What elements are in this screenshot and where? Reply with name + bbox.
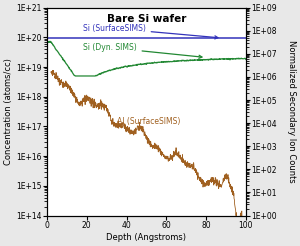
Text: Bare Si wafer: Bare Si wafer (107, 14, 186, 24)
Text: Si (Dyn. SIMS): Si (Dyn. SIMS) (83, 43, 202, 58)
Y-axis label: Concentration (atoms/cc): Concentration (atoms/cc) (4, 58, 13, 165)
Text: Si (SurfaceSIMS): Si (SurfaceSIMS) (83, 24, 218, 39)
X-axis label: Depth (Angstroms): Depth (Angstroms) (106, 233, 187, 242)
Y-axis label: Normalized Secondary Ion Counts: Normalized Secondary Ion Counts (287, 40, 296, 183)
Text: Al (SurfaceSIMS): Al (SurfaceSIMS) (117, 117, 180, 126)
